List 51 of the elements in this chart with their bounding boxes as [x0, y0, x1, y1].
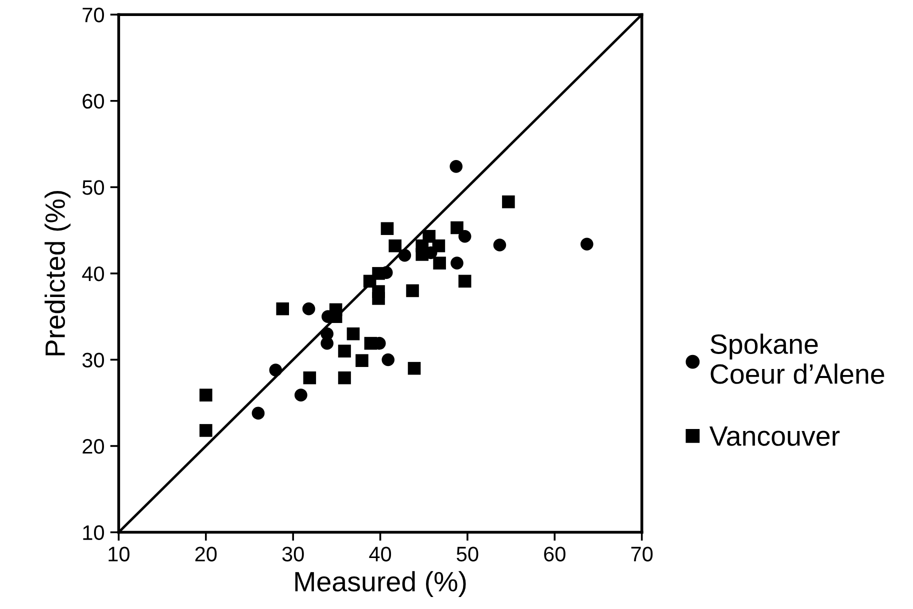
point [433, 256, 446, 270]
point [252, 406, 265, 420]
point [276, 302, 290, 316]
point [398, 248, 412, 262]
legend-label: Vancouver [709, 426, 840, 446]
point [199, 424, 212, 437]
point [382, 353, 395, 366]
y-axis-title: Predicted (%) [44, 191, 71, 356]
x-axis-title: Measured (%) [295, 571, 466, 598]
x-tick-label: 40 [369, 546, 392, 562]
point [302, 302, 316, 316]
point [502, 195, 515, 208]
y-tick-label: 10 [83, 525, 104, 540]
point [372, 292, 385, 305]
point [372, 267, 385, 280]
point [432, 239, 446, 252]
point [406, 284, 419, 298]
point [356, 354, 368, 367]
point [388, 239, 402, 252]
x-tick-label: 30 [282, 546, 304, 562]
x-tick-label: 70 [631, 546, 653, 562]
point [580, 238, 594, 251]
point [416, 248, 429, 261]
point [493, 238, 506, 252]
point [338, 371, 351, 384]
point [380, 222, 394, 235]
y-tick-label: 30 [82, 352, 104, 368]
point [199, 388, 212, 402]
point [458, 274, 472, 288]
point [269, 364, 282, 376]
y-tick-label: 60 [82, 94, 104, 109]
point [320, 336, 334, 350]
point [346, 327, 360, 340]
point [364, 336, 378, 350]
x-tick-label: 20 [195, 546, 217, 562]
x-tick-label: 10 [108, 546, 130, 562]
point [294, 388, 308, 402]
point [450, 160, 463, 173]
y-tick-label: 70 [82, 8, 104, 22]
point [408, 362, 421, 375]
point [329, 310, 342, 323]
point [450, 221, 464, 234]
point [450, 256, 464, 270]
x-tick-label: 50 [456, 546, 478, 562]
legend-label: Spokane Coeur d’Alene [710, 334, 884, 384]
y-tick-label: 50 [82, 180, 104, 195]
x-tick-label: 60 [544, 546, 566, 562]
y-tick-label: 20 [82, 438, 104, 454]
y-tick-label: 40 [82, 266, 104, 282]
point [338, 344, 351, 358]
point [303, 371, 316, 384]
